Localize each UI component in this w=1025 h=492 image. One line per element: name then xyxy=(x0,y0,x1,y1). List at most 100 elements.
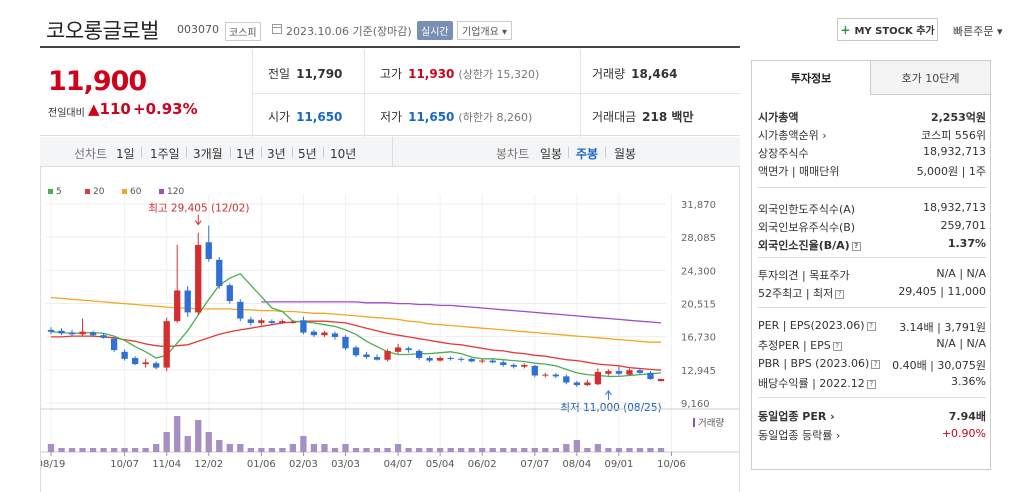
my-stock-add-button[interactable]: + MY STOCK 추가 xyxy=(837,18,938,41)
volume-bar xyxy=(279,448,286,452)
volume-bar xyxy=(447,448,454,452)
info-row: 외국인보유주식수(B) 259,701 xyxy=(758,219,986,236)
candle-body xyxy=(58,330,65,334)
candlestick-chart: 5 20 60 120 31,870 28,085 24,300 20,515 16,730 12… xyxy=(37,187,739,470)
price-change: ▲110 xyxy=(88,100,131,118)
volume-bar xyxy=(500,448,507,452)
candle-body xyxy=(131,357,139,365)
candle-body xyxy=(279,321,286,323)
volume-bar xyxy=(468,448,475,452)
annotation-low: 최저 11,000 (08/25) xyxy=(560,402,661,414)
info-value: N/A | N/A xyxy=(936,337,986,350)
help-icon[interactable]: ? xyxy=(835,289,845,299)
help-icon[interactable]: ? xyxy=(866,379,876,389)
tab-investment-info[interactable]: 투자정보 xyxy=(752,61,871,95)
candle-body xyxy=(310,331,318,336)
tab-3y[interactable]: 3년 xyxy=(267,147,286,161)
tab-separator xyxy=(186,147,187,158)
volume-bar xyxy=(79,448,86,452)
info-label: PER | EPS(2023.06)? xyxy=(758,319,876,332)
help-icon[interactable]: ? xyxy=(871,359,881,369)
info-label[interactable]: 동일업종 등락률 › xyxy=(758,429,841,442)
volume-bar xyxy=(342,444,349,452)
info-row: PER | EPS(2023.06)? 3.14배 | 3,791원 xyxy=(758,319,986,336)
candle-body xyxy=(479,360,486,362)
candle-body xyxy=(174,290,181,322)
x-tick-label: 08/04 xyxy=(562,459,591,470)
company-overview-dropdown[interactable]: 기업개요 ▾ xyxy=(457,21,512,40)
price-chart[interactable]: 5 20 60 120 31,870 28,085 24,300 20,515 16,730 12… xyxy=(37,167,740,492)
prev-close-cell: 전일 11,790 xyxy=(268,67,343,81)
info-label[interactable]: 동일업종 PER › xyxy=(758,410,835,423)
y-tick-label: 12,945 xyxy=(681,366,716,377)
tab-10y[interactable]: 10년 xyxy=(330,147,357,161)
tab-separator xyxy=(323,147,324,158)
volume-bar xyxy=(247,448,254,452)
tab-1d[interactable]: 1일 xyxy=(116,147,135,161)
help-icon[interactable]: ? xyxy=(851,241,861,251)
info-value: 0.40배 | 30,075원 xyxy=(892,359,986,372)
candle-body xyxy=(384,350,391,360)
help-icon[interactable]: ? xyxy=(866,321,876,331)
info-label: 52주최고 | 최저? xyxy=(758,285,845,301)
volume-bar xyxy=(458,448,465,452)
stock-header: 코오롱글로벌 003070 코스피 2023.10.06 기준(장마감) 실시간… xyxy=(0,0,1025,46)
volume-bar xyxy=(605,448,612,452)
info-tabs: 투자정보 호가 10단계 xyxy=(752,61,990,95)
volume-bar xyxy=(300,436,307,452)
tab-weekly[interactable]: 주봉 xyxy=(576,147,599,161)
candle-body xyxy=(226,285,233,302)
tab-order-book[interactable]: 호가 10단계 xyxy=(871,61,990,95)
x-tick-label: 02/03 xyxy=(289,459,318,470)
amount-cell: 거래대금 218 백만 xyxy=(592,110,694,124)
divider xyxy=(758,187,986,188)
volume-bar xyxy=(289,444,297,452)
volume-bar xyxy=(647,448,654,452)
x-tick-label: 04/07 xyxy=(384,459,413,470)
realtime-button[interactable]: 실시간 xyxy=(417,21,453,40)
y-tick-label: 31,870 xyxy=(681,200,716,211)
help-icon[interactable]: ? xyxy=(832,341,842,351)
tab-1w[interactable]: 1주일 xyxy=(150,147,180,161)
volume-bar xyxy=(594,444,602,452)
volume-bar xyxy=(47,444,55,452)
tab-1y[interactable]: 1년 xyxy=(236,147,255,161)
volume-bar xyxy=(226,444,233,452)
candle-body xyxy=(237,301,244,319)
tab-monthly[interactable]: 월봉 xyxy=(614,147,637,161)
volume-bar xyxy=(384,448,391,452)
volume-bar xyxy=(205,432,212,452)
legend-label-5: 5 xyxy=(56,187,62,197)
candle-body xyxy=(615,371,623,374)
tab-3m[interactable]: 3개월 xyxy=(193,147,223,161)
volume-bar xyxy=(626,448,633,452)
volume-bar xyxy=(352,448,360,452)
volume-bar xyxy=(184,436,191,452)
info-label: 투자의견 | 목표주가 xyxy=(758,269,850,282)
quick-order-dropdown[interactable]: 빠른주문 ▾ xyxy=(953,25,1003,38)
info-value: 3.14배 | 3,791원 xyxy=(899,321,986,334)
lower-limit: (하한가 8,260) xyxy=(458,111,533,124)
info-label: 추정PER | EPS? xyxy=(758,337,842,353)
candle-body xyxy=(47,329,55,332)
company-name: 코오롱글로벌 xyxy=(46,19,159,43)
candle-body xyxy=(489,360,496,363)
low-value: 11,650 xyxy=(408,110,455,124)
tab-daily[interactable]: 일봉 xyxy=(540,147,563,161)
market-badge: 코스피 xyxy=(225,22,261,41)
candle-body xyxy=(142,362,149,365)
open-cell: 시가 11,650 xyxy=(268,110,343,124)
candle-body xyxy=(573,382,581,386)
info-label: 외국인소진율(B/A)? xyxy=(758,237,861,253)
candle-chart-label: 봉차트 xyxy=(496,147,530,161)
candle-body xyxy=(79,331,86,335)
volume-cell: 거래량 18,464 xyxy=(592,67,678,81)
tab-5y[interactable]: 5년 xyxy=(298,147,317,161)
info-row: 외국인소진율(B/A)? 1.37% xyxy=(758,237,986,254)
candle-body xyxy=(342,336,349,349)
volume-bar xyxy=(489,448,496,452)
info-label[interactable]: 시가총액순위 › xyxy=(758,129,827,142)
legend-swatch-5 xyxy=(48,189,53,194)
legend-swatch-60 xyxy=(122,189,127,194)
candle-body xyxy=(321,332,328,336)
